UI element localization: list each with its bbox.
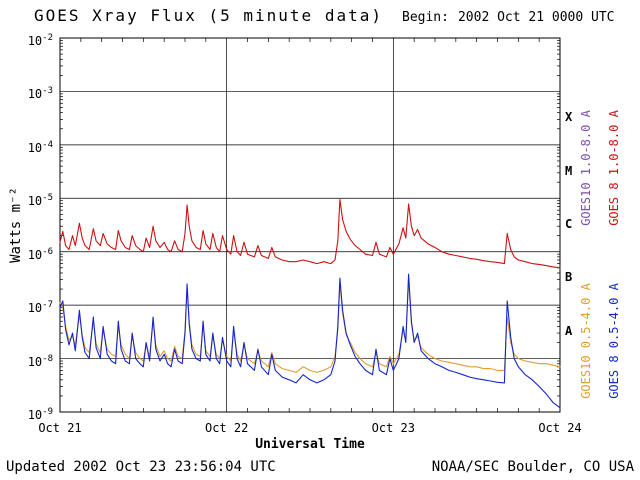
flare-class-b: B <box>565 270 573 285</box>
y-tick-label: 10-2 <box>27 33 53 48</box>
y-tick-label: 10-3 <box>27 86 53 102</box>
begin-label: Begin: <box>402 10 449 25</box>
x-tick-label: Oct 22 <box>204 421 249 435</box>
flare-class-a: A <box>565 323 573 338</box>
flare-class-c: C <box>565 217 573 231</box>
series-goes-8-1.0-8.0-a <box>59 198 561 269</box>
legend-goes10-0.5-4.0-a: GOES10 0.5-4.0 A <box>579 283 593 399</box>
x-tick-label: Oct 24 <box>538 421 582 435</box>
updated-timestamp: Updated 2002 Oct 23 23:56:04 UTC <box>6 459 276 475</box>
y-tick-label: 10-8 <box>27 353 53 369</box>
y-tick-label: 10-5 <box>27 193 53 209</box>
legend-goes-8-1.0-8.0-a: GOES 8 1.0-8.0 A <box>607 110 621 226</box>
begin-value: 2002 Oct 21 0000 UTC <box>457 10 615 25</box>
x-tick-label: Oct 21 <box>38 421 82 435</box>
series-goes-8-0.5-4.0-a <box>59 273 561 409</box>
x-tick-label: Oct 23 <box>371 421 415 435</box>
x-axis-title: Universal Time <box>255 437 365 452</box>
flare-class-x: X <box>565 110 573 125</box>
legend-goes-8-0.5-4.0-a: GOES 8 0.5-4.0 A <box>607 283 621 399</box>
y-tick-label: 10-7 <box>27 300 53 316</box>
credit: NOAA/SEC Boulder, CO USA <box>431 459 634 475</box>
y-tick-label: 10-6 <box>27 246 53 262</box>
page-title: GOES Xray Flux (5 minute data) <box>34 6 383 25</box>
y-tick-label: 10-9 <box>27 407 53 422</box>
begin-timestamp: Begin: 2002 Oct 21 0000 UTC <box>402 10 615 25</box>
y-tick-label: 10-4 <box>27 139 53 155</box>
legend-goes10-1.0-8.0-a: GOES10 1.0-8.0 A <box>579 110 593 226</box>
flare-class-m: M <box>565 163 573 178</box>
